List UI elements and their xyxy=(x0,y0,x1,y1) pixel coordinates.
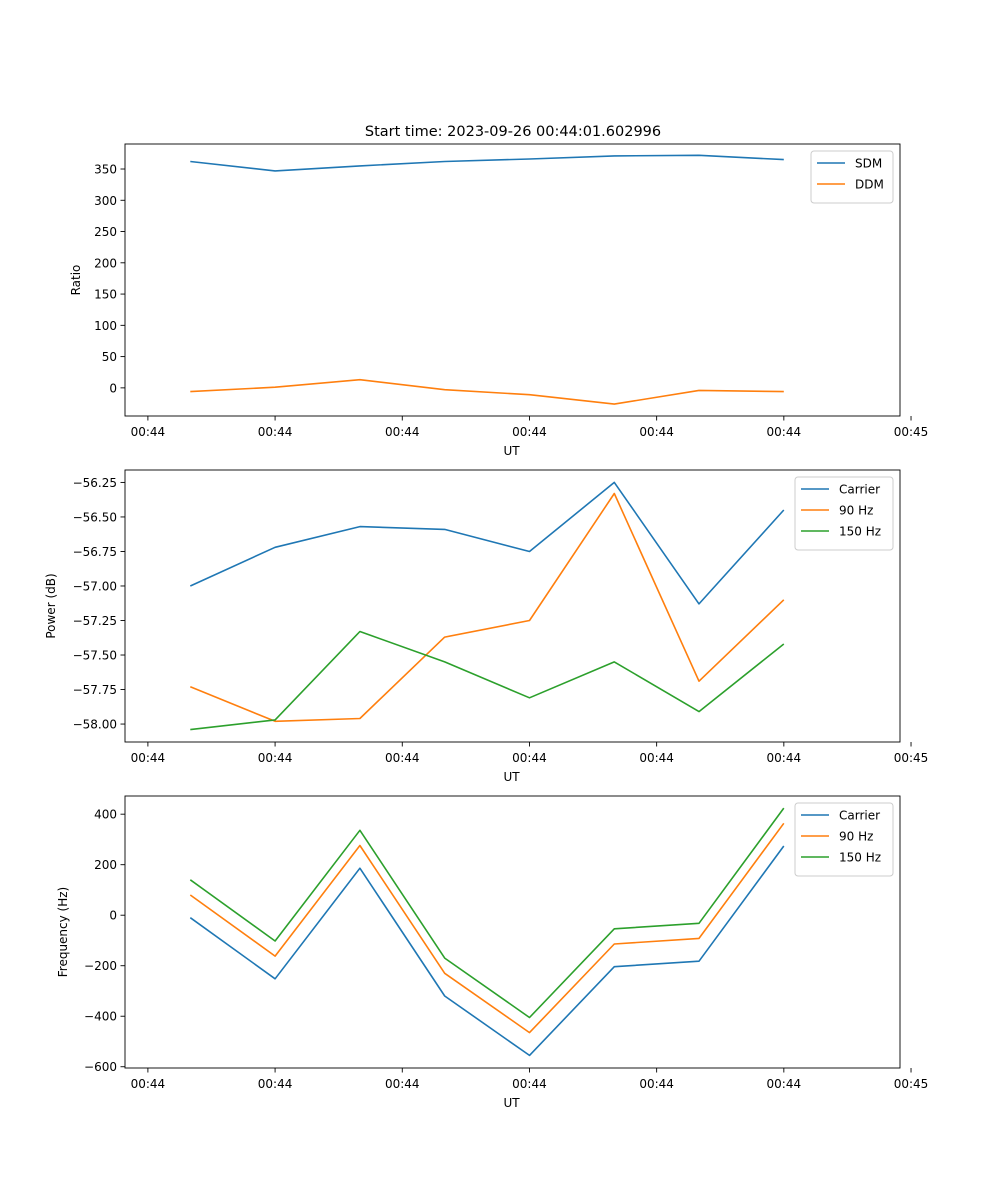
y-tick-label: 100 xyxy=(94,319,117,333)
x-tick-label: 00:44 xyxy=(639,1077,674,1091)
series-line-150-hz xyxy=(190,630,785,731)
y-tick-label: −56.75 xyxy=(73,545,117,559)
y-tick-label: 400 xyxy=(94,808,117,822)
axes-frame xyxy=(124,469,901,743)
x-tick-label: 00:44 xyxy=(258,751,293,765)
y-tick-label: 200 xyxy=(94,256,117,270)
x-tick-label: 00:45 xyxy=(894,425,929,439)
axes-frame xyxy=(124,795,901,1069)
y-tick-label: 250 xyxy=(94,225,117,239)
figure-title: Start time: 2023-09-26 00:44:01.602996 xyxy=(365,124,661,140)
y-tick-label: −400 xyxy=(84,1010,117,1024)
x-axis-label: UT xyxy=(503,444,520,458)
legend-label: 90 Hz xyxy=(839,504,873,518)
legend-label: 90 Hz xyxy=(839,830,873,844)
subplot-1: 00:44 00:44 00:44 00:44 00:44 00:44 00:45 0 50 10… xyxy=(69,143,929,458)
x-tick-label: 00:44 xyxy=(767,425,802,439)
y-tick-label: −57.75 xyxy=(73,683,117,697)
x-tick-label: 00:44 xyxy=(385,751,420,765)
legend-label: Carrier xyxy=(839,483,880,497)
y-tick-label: 0 xyxy=(109,381,117,395)
legend-label: SDM xyxy=(855,157,882,171)
legend-label: Carrier xyxy=(839,809,880,823)
y-tick-label: −200 xyxy=(84,959,117,973)
series-line-90-hz xyxy=(189,492,785,723)
y-axis-label: Ratio xyxy=(69,265,83,296)
series-line-carrier xyxy=(189,481,785,605)
x-tick-label: 00:44 xyxy=(512,751,547,765)
y-axis-label: Frequency (Hz) xyxy=(56,887,70,978)
y-tick-label: −56.25 xyxy=(73,476,117,490)
y-tick-label: 0 xyxy=(109,909,117,923)
legend-label: 150 Hz xyxy=(839,525,881,539)
y-tick-label: −57.00 xyxy=(73,579,117,593)
x-axis-label: UT xyxy=(503,770,520,784)
series-line-90-hz xyxy=(189,822,785,1034)
x-tick-label: 00:44 xyxy=(512,425,547,439)
series-line-ddm xyxy=(190,378,784,405)
legend: Carrier 90 Hz 150 Hz xyxy=(794,802,894,877)
x-tick-label: 00:44 xyxy=(639,751,674,765)
legend-label: 150 Hz xyxy=(839,851,881,865)
x-tick-label: 00:44 xyxy=(131,1077,166,1091)
x-tick-label: 00:44 xyxy=(639,425,674,439)
y-tick-label: 300 xyxy=(94,194,117,208)
legend-box xyxy=(810,150,894,204)
y-tick-label: −57.25 xyxy=(73,614,117,628)
subplot-3: 00:44 00:44 00:44 00:44 00:44 00:44 00:45 −600 −… xyxy=(56,795,929,1110)
x-tick-label: 00:44 xyxy=(131,425,166,439)
subplot-2: 00:44 00:44 00:44 00:44 00:44 00:44 00:45 −58.0… xyxy=(44,469,929,784)
y-axis-label: Power (dB) xyxy=(44,573,58,638)
y-tick-label: 200 xyxy=(94,858,117,872)
x-tick-label: 00:45 xyxy=(894,751,929,765)
x-tick-label: 00:44 xyxy=(767,751,802,765)
x-tick-label: 00:44 xyxy=(385,1077,420,1091)
x-tick-label: 00:44 xyxy=(767,1077,802,1091)
series-line-150-hz xyxy=(189,807,785,1019)
y-tick-label: −56.50 xyxy=(73,510,117,524)
y-tick-label: 150 xyxy=(94,288,117,302)
y-tick-label: −57.50 xyxy=(73,649,117,663)
x-tick-label: 00:44 xyxy=(258,425,293,439)
x-tick-label: 00:44 xyxy=(512,1077,547,1091)
x-tick-label: 00:44 xyxy=(131,751,166,765)
series-line-carrier xyxy=(189,845,785,1057)
y-tick-label: −600 xyxy=(84,1060,117,1074)
x-axis-label: UT xyxy=(503,1096,520,1110)
y-tick-label: 350 xyxy=(94,163,117,177)
x-tick-label: 00:45 xyxy=(894,1077,929,1091)
y-tick-label: −58.00 xyxy=(73,718,117,732)
legend-label: DDM xyxy=(855,178,884,192)
series-line-sdm xyxy=(190,154,784,172)
x-tick-label: 00:44 xyxy=(385,425,420,439)
axes-frame xyxy=(124,143,901,417)
y-tick-label: 50 xyxy=(102,350,117,364)
legend: SDM DDM xyxy=(810,150,894,204)
x-tick-label: 00:44 xyxy=(258,1077,293,1091)
legend: Carrier 90 Hz 150 Hz xyxy=(794,476,894,551)
